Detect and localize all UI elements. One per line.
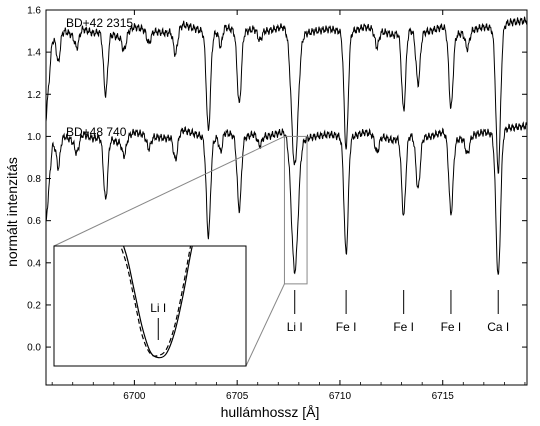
line-id-label: Fe I bbox=[336, 320, 357, 334]
series-label: BD+42 2315 bbox=[66, 16, 133, 30]
plot-frame bbox=[45, 9, 528, 386]
inset-line-label: Li I bbox=[150, 301, 166, 315]
x-tick-label: 6700 bbox=[123, 391, 146, 402]
inset-model-line bbox=[119, 246, 192, 357]
y-tick-label: 0.4 bbox=[27, 258, 41, 269]
x-axis-title: hullámhossz [Å] bbox=[221, 404, 320, 420]
x-tick-label: 6715 bbox=[432, 391, 455, 402]
y-tick-label: 0.2 bbox=[27, 300, 41, 311]
zoom-box bbox=[283, 135, 308, 285]
inset-frame bbox=[53, 245, 247, 367]
line-id-label: Fe I bbox=[393, 320, 414, 334]
zoom-connector bbox=[245, 283, 285, 367]
y-tick-label: 1.0 bbox=[27, 132, 41, 143]
y-tick-label: 0.0 bbox=[27, 343, 41, 354]
main-plot: 0.0 0.2 0.4 0.6 0.8 1.0 1.2 1.4 1.6 6700 6705 6710 6… bbox=[27, 6, 528, 402]
y-tick-label: 0.6 bbox=[27, 216, 41, 227]
y-tick-label: 1.4 bbox=[27, 48, 41, 59]
y-axis-title: normált intenzitás bbox=[4, 157, 20, 267]
spectrum-line-bd42-2315 bbox=[45, 16, 528, 174]
series-label: BD+48 740 bbox=[66, 125, 127, 139]
line-id-label: Ca I bbox=[487, 320, 509, 334]
line-id-label: Fe I bbox=[441, 320, 462, 334]
x-tick-label: 6705 bbox=[226, 391, 249, 402]
x-tick-label: 6710 bbox=[329, 391, 352, 402]
y-tick-label: 1.2 bbox=[27, 90, 41, 101]
y-tick-label: 1.6 bbox=[27, 6, 41, 17]
y-tick-label: 0.8 bbox=[27, 174, 41, 185]
zoom-connector bbox=[53, 135, 285, 247]
line-id-label: Li I bbox=[287, 320, 303, 334]
